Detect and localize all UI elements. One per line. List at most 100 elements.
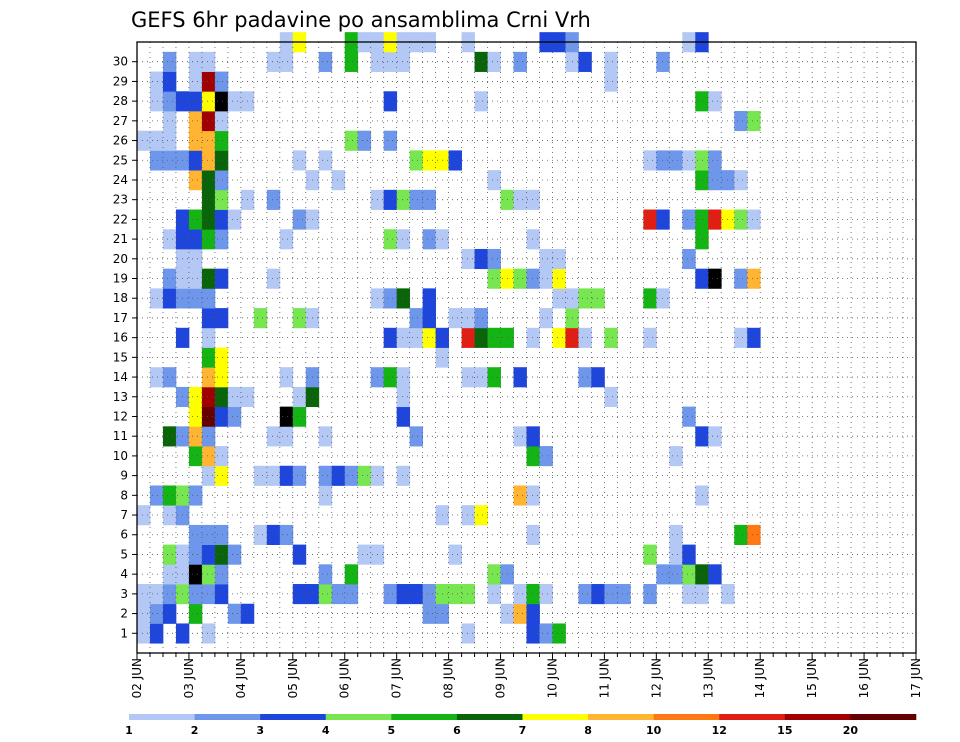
precip-cell (604, 327, 618, 348)
precip-cell (474, 91, 488, 112)
precip-cell (409, 150, 424, 171)
precip-cell (188, 71, 203, 92)
precip-cell (188, 544, 203, 565)
precip-cell (201, 406, 216, 427)
precip-cell (162, 544, 177, 565)
precip-cell (188, 268, 203, 289)
precip-cell (591, 288, 605, 309)
precip-cell (422, 327, 437, 348)
precip-cell (149, 367, 164, 388)
x-tick-label: 10 JUN (545, 658, 559, 698)
y-tick-label: 14 (113, 370, 128, 384)
precip-cell (383, 51, 398, 72)
precip-cell (383, 130, 398, 151)
precip-cell (383, 91, 398, 112)
precip-cell (279, 524, 294, 545)
legend-swatch (784, 714, 851, 720)
precip-cell (227, 209, 242, 230)
precip-cell (214, 189, 229, 210)
x-tick-label: 11 JUN (597, 658, 611, 698)
precip-cell (396, 584, 411, 605)
legend-swatch (260, 714, 327, 720)
precip-cell (162, 584, 177, 605)
legend-tick-label: 4 (322, 724, 330, 737)
precip-cell (734, 209, 748, 230)
y-tick-label: 15 (113, 350, 128, 364)
precip-cell (162, 229, 177, 250)
legend-tick-label: 20 (843, 724, 859, 737)
precip-cell (201, 209, 216, 230)
precip-cell (526, 268, 540, 289)
precip-cell (643, 327, 657, 348)
precip-cell (422, 150, 437, 171)
precip-cell (708, 426, 722, 447)
precip-cell (214, 209, 229, 230)
precip-cell (526, 524, 540, 545)
legend-swatch (850, 714, 917, 720)
precip-cell (552, 248, 566, 270)
precip-cell (188, 130, 203, 151)
precip-cell (682, 209, 696, 230)
precip-cell (591, 367, 605, 388)
chart-title: GEFS 6hr padavine po ansamblima Crni Vrh (131, 8, 591, 32)
precip-cell (396, 229, 411, 250)
precip-cell (708, 170, 722, 191)
precip-cell (513, 426, 527, 447)
precip-cell (344, 564, 359, 585)
precip-cell (214, 229, 229, 250)
precip-cell (292, 150, 307, 171)
precip-cell (682, 544, 696, 565)
precip-cell (747, 524, 761, 545)
x-tick-label: 15 JUN (805, 658, 819, 698)
precip-cell (149, 485, 164, 506)
precip-cell (201, 308, 216, 329)
precip-cell (513, 51, 527, 72)
precip-cell (734, 524, 748, 545)
precip-cell (747, 209, 761, 230)
precip-cell (708, 209, 722, 230)
precip-cell (526, 485, 540, 506)
precip-cell (149, 91, 164, 112)
precip-cell (227, 386, 242, 408)
y-tick-label: 11 (113, 429, 128, 443)
y-tick-label: 17 (113, 311, 128, 325)
precip-cell (422, 189, 437, 210)
precip-cell (214, 406, 229, 427)
precip-cell (656, 564, 670, 585)
precip-cell (357, 544, 372, 565)
precip-cell (487, 584, 501, 605)
y-tick-label: 19 (113, 272, 128, 286)
precip-cell (591, 584, 605, 605)
precip-cell (188, 485, 203, 506)
x-tick-label: 02 JUN (130, 658, 144, 698)
legend-swatch (653, 714, 720, 720)
precip-cell (487, 268, 501, 289)
precip-cell (396, 367, 411, 388)
x-tick-label: 14 JUN (753, 658, 767, 698)
precip-cell (201, 150, 216, 171)
precip-cell (214, 386, 229, 408)
precip-cell (137, 505, 151, 526)
legend-swatch (522, 714, 589, 720)
precip-cell (149, 603, 164, 624)
precip-cell (201, 426, 216, 447)
precip-cell (201, 189, 216, 210)
legend-swatch (456, 714, 523, 720)
y-tick-label: 6 (120, 528, 128, 542)
precip-cell (162, 426, 177, 447)
precip-cell (162, 485, 177, 506)
precip-cell (409, 426, 424, 447)
precip-cell (188, 170, 203, 191)
legend-swatch (194, 714, 261, 720)
precip-cell (695, 485, 709, 506)
legend-tick-label: 5 (388, 724, 396, 737)
precip-cell (214, 170, 229, 191)
precip-cell (253, 465, 268, 486)
precip-cell (682, 248, 696, 270)
precip-cell (422, 229, 437, 250)
precip-cell (201, 71, 216, 92)
precip-cell (214, 347, 229, 368)
precip-cell (188, 91, 203, 112)
precip-cell (266, 189, 281, 210)
precip-cell (266, 465, 281, 486)
